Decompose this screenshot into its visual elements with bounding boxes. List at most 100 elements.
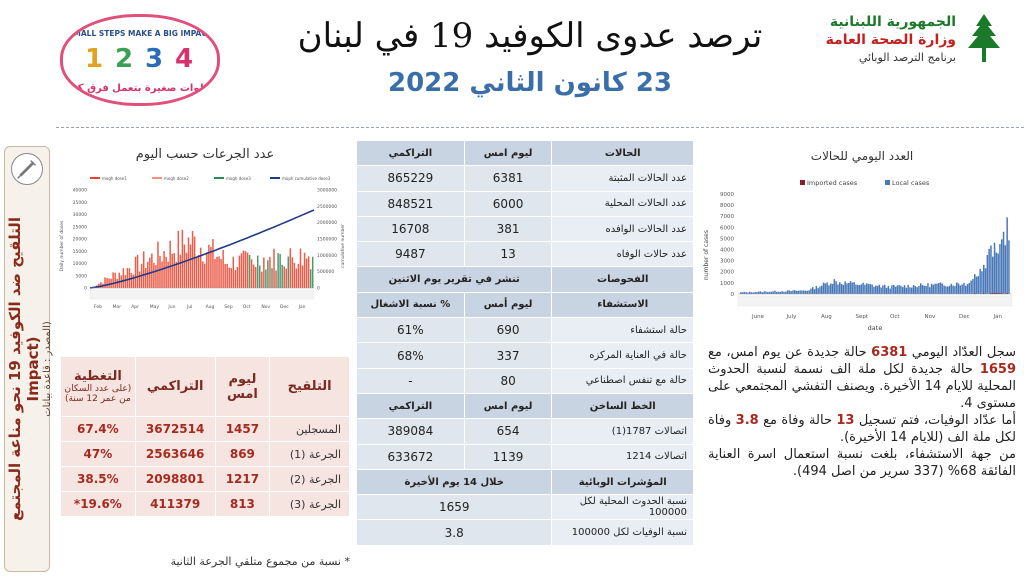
dose-bar: [134, 256, 137, 288]
tests-header-row: الفحوصات تنشر في تقرير يوم الاثنين: [355, 266, 694, 293]
dose-bar: [132, 274, 135, 288]
right-axis-ticks: 3000000 2500000 2000000 1500000 1000000 50000…: [317, 188, 337, 292]
page-title: ترصد عدوى الكوفيد 19 في لبنان: [297, 16, 763, 56]
table-row: الجرعة (1) 869 2563646 47%: [60, 441, 350, 467]
case-bar: [860, 284, 863, 294]
case-bar: [981, 271, 983, 294]
case-bar: [968, 282, 971, 294]
header-coverage-label: التغطية: [73, 369, 122, 384]
row-label: اتصالات 1214: [551, 443, 694, 470]
case-bar: [740, 292, 742, 294]
dose-bar: [189, 244, 192, 288]
case-bar: [873, 286, 875, 294]
month-label: July: [786, 314, 798, 320]
row-yesterday: 654: [463, 418, 553, 445]
legend-dose1: mogh dose1: [102, 176, 127, 181]
dose-bar: [128, 268, 131, 288]
y-tick-label: 0: [731, 292, 735, 298]
case-bar: [999, 244, 1001, 294]
month-label: Jul: [186, 304, 192, 310]
case-bar: [851, 282, 854, 294]
case-bar: [756, 292, 758, 294]
row-label: عدد الحالات المثبتة: [551, 165, 694, 192]
case-bar: [777, 291, 780, 294]
ministry-line-2: وزارة الصحة العامة: [825, 32, 956, 48]
dose-bar: [169, 240, 171, 288]
left-axis-label: Daily number of doses: [59, 220, 65, 271]
case-bar: [1002, 231, 1005, 294]
dose-bar: [263, 257, 265, 288]
row-cumulative: 3672514: [134, 416, 216, 442]
y-axis-label: number of cases: [703, 230, 710, 280]
case-bar: [813, 289, 816, 294]
dose-bar: [291, 257, 294, 288]
case-bar: [887, 285, 890, 294]
case-bar: [745, 292, 747, 294]
case-bar: [885, 287, 888, 294]
imported-bar: [974, 293, 976, 294]
month-label: Oct: [243, 304, 251, 310]
dose-bar: [126, 268, 129, 288]
y-tick-label: 6000: [720, 225, 734, 231]
y-tick-label: 9000: [720, 192, 734, 198]
dose-bar: [214, 259, 216, 288]
row-label: حالة مع تنفس اصطناعي: [551, 367, 694, 394]
date-strip: [89, 289, 315, 300]
vaccination-table: التلقيح ليوم امس التراكمي التغطية (على ع…: [60, 356, 350, 517]
dose-bar: [285, 268, 287, 288]
row-rate: -: [356, 367, 465, 394]
case-bar: [842, 284, 845, 294]
row-yesterday: 1217: [214, 466, 271, 492]
case-bar: [830, 283, 832, 294]
case-bar: [794, 290, 796, 294]
dose-bar: [118, 272, 121, 288]
para-number: 1659: [979, 362, 1016, 377]
case-bar: [871, 284, 873, 294]
dose-bar: [185, 252, 188, 288]
case-bar: [828, 285, 830, 294]
table-row: عدد حالات الوفاه 13 9487: [356, 241, 694, 268]
case-bar: [750, 292, 753, 294]
dose-bar: [311, 256, 314, 288]
imported-bar: [999, 293, 1001, 294]
month-label: Dec: [280, 304, 289, 310]
dose-bar: [187, 237, 190, 288]
case-bar: [889, 288, 891, 294]
dose-bar: [228, 267, 230, 288]
row-cumulative: 389084: [356, 418, 465, 445]
month-label: Mar: [113, 304, 122, 310]
dose-bar: [277, 253, 279, 288]
dose-bar: [206, 252, 208, 288]
case-bar: [835, 281, 837, 294]
cases-header-yesterday: ليوم امس: [463, 139, 553, 167]
row-yesterday: 337: [463, 342, 553, 369]
row-label: عدد حالات الوفاه: [551, 241, 694, 268]
dose-bar: [267, 260, 269, 288]
campaign-number-2: 2: [115, 44, 134, 74]
dose-bar: [307, 256, 310, 288]
row-label: حالة في العناية المركزه: [551, 342, 694, 369]
date-strip: [737, 295, 1013, 307]
dose-bar: [195, 257, 198, 288]
dose-bar: [136, 254, 139, 288]
y-tick-label: 1000: [720, 281, 734, 287]
case-bar: [970, 280, 972, 294]
left-tick-label: 0: [84, 286, 87, 292]
left-axis-ticks: 40000 35000 30000 25000 20000 15000 10000 5000 0: [73, 188, 87, 292]
case-bar: [765, 291, 767, 294]
dose-bar: [177, 230, 180, 288]
case-bar: [880, 287, 882, 294]
daily-cases-chart: Imported cases Local cases number of cas…: [703, 179, 1013, 332]
month-labels: Feb Mar Apr May Jun Jul Aug Sep Oct Nov Dec Jan: [94, 304, 306, 310]
case-bar: [774, 290, 776, 294]
header-vaccination: التلقيح: [269, 356, 350, 417]
dose-bar: [138, 271, 141, 288]
para-text: من جهة الاستشفاء، بلغت نسبة استعمال اسرة…: [708, 447, 1016, 479]
month-label: Nov: [261, 304, 270, 310]
case-bar: [752, 292, 755, 294]
case-bar: [862, 282, 864, 294]
dose-bar: [212, 239, 214, 288]
dose-bar: [216, 256, 218, 288]
case-bar: [781, 291, 783, 294]
case-bar: [772, 291, 774, 294]
